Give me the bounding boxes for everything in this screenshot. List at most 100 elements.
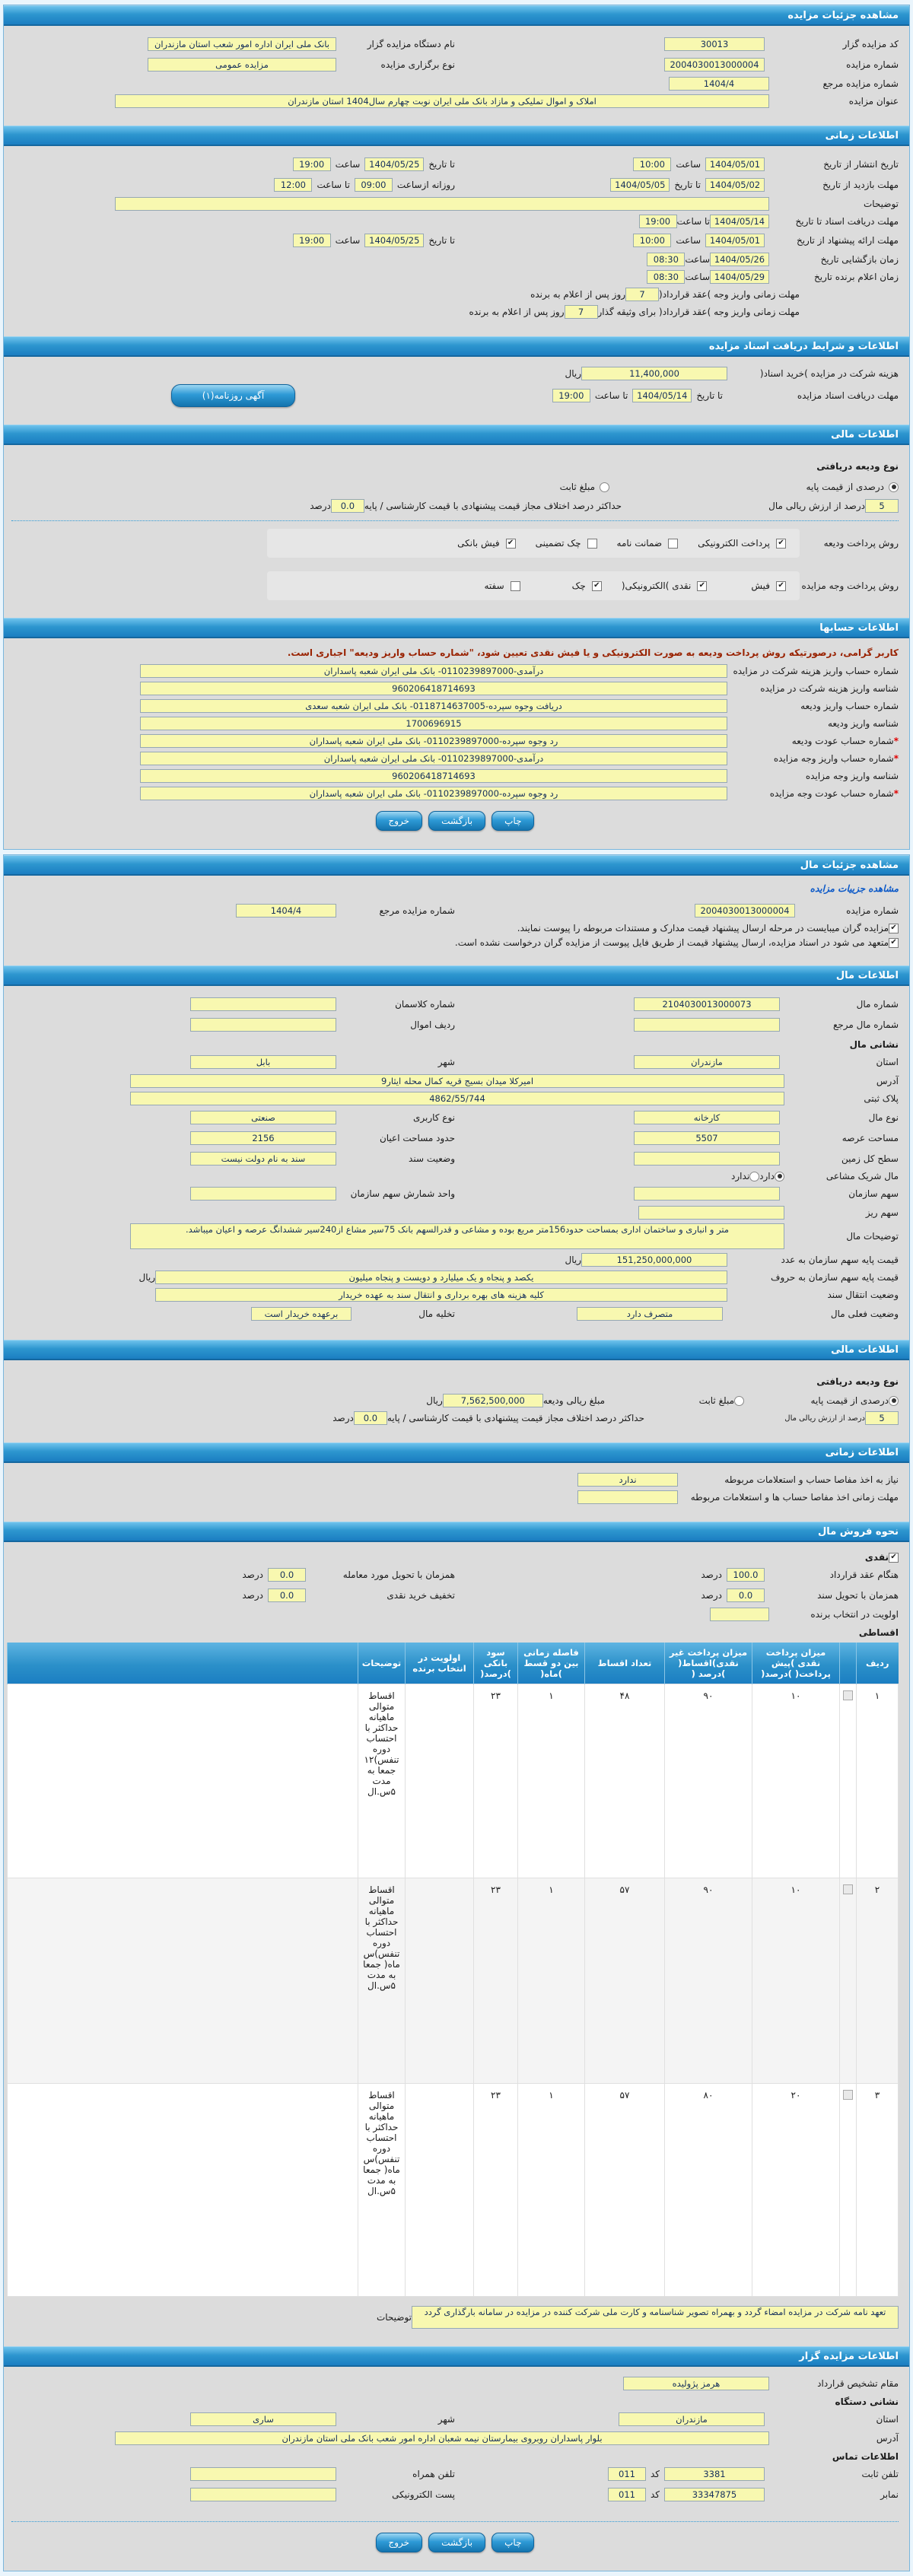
- participation-fee-field[interactable]: 11,400,000: [581, 367, 727, 380]
- fax-field[interactable]: 33347875: [664, 2488, 765, 2501]
- deposit-return-account-field[interactable]: رد وجوه سپرده-0110239897000- بانک ملی ای…: [140, 734, 727, 748]
- docs-receive-time-field[interactable]: 19:00: [552, 389, 590, 402]
- payment-method-promissory-checkbox[interactable]: [510, 580, 520, 591]
- winner-time-field[interactable]: 08:30: [647, 270, 686, 284]
- at-delivery-field[interactable]: 0.0: [268, 1568, 306, 1582]
- total-land-field[interactable]: [634, 1152, 780, 1166]
- deposit-percent-field[interactable]: 5: [865, 499, 899, 513]
- address-field[interactable]: امیرکلا میدان بسیج قریه کمال محله ایثار9: [130, 1074, 784, 1088]
- offer-to-time-field[interactable]: 19:00: [292, 234, 331, 247]
- deposit-method-check-checkbox[interactable]: [587, 538, 597, 549]
- building-area-field[interactable]: 2156: [190, 1131, 336, 1145]
- sale-notes-field[interactable]: تعهد نامه شرکت در مزایده امضاء گردد و به…: [412, 2306, 899, 2329]
- asset-description-field[interactable]: متر و انباری و ساختمان اداری بمساحت حدود…: [130, 1223, 784, 1249]
- org-share-field[interactable]: [634, 1187, 780, 1201]
- opening-date-field[interactable]: 1404/05/26: [710, 253, 769, 266]
- visit-from-date-field[interactable]: 1404/05/02: [705, 178, 765, 192]
- publish-to-time-field[interactable]: 19:00: [292, 157, 331, 171]
- payment-id-field[interactable]: 960206418714693: [140, 769, 727, 783]
- winner-priority-field[interactable]: [710, 1608, 769, 1621]
- asset-type-field[interactable]: کارخانه: [634, 1111, 780, 1124]
- registration-plate-field[interactable]: 4862/55/744: [130, 1092, 784, 1105]
- share-detail-field[interactable]: [638, 1206, 784, 1220]
- back-button[interactable]: بازگشت: [428, 2533, 486, 2552]
- deposit-percent-radio[interactable]: [889, 1395, 899, 1406]
- deposit-method-guarantee-checkbox[interactable]: [668, 538, 679, 549]
- auction-number-field[interactable]: 2004030013000004: [664, 58, 765, 72]
- no-file-required-checkbox[interactable]: [889, 937, 899, 948]
- auction-type-field[interactable]: مزایده عمومی: [148, 58, 336, 72]
- payment-method-check-checkbox[interactable]: [591, 580, 602, 591]
- at-deed-field[interactable]: 0.0: [727, 1589, 765, 1602]
- deposit-id-field[interactable]: 1700696915: [140, 717, 727, 730]
- usage-type-field[interactable]: صنعتی: [190, 1111, 336, 1124]
- deposit-method-epay-checkbox[interactable]: [776, 538, 786, 549]
- max-diff-field[interactable]: 0.0: [353, 1411, 387, 1425]
- docs-deadline-time-field[interactable]: 19:00: [638, 215, 677, 228]
- fee-deposit-account-field[interactable]: درآمدی-0110239897000- بانک ملی ایران شعب…: [140, 664, 727, 678]
- offer-from-time-field[interactable]: 10:00: [633, 234, 672, 247]
- offer-from-date-field[interactable]: 1404/05/01: [705, 234, 765, 247]
- print-button[interactable]: چاپ: [491, 2533, 535, 2552]
- deposit-fixed-radio[interactable]: [734, 1395, 744, 1406]
- at-contract-field[interactable]: 100.0: [727, 1568, 765, 1582]
- current-status-field[interactable]: متصرف دارد: [577, 1307, 723, 1321]
- deposit-method-bankslip-checkbox[interactable]: [505, 538, 516, 549]
- docs-deadline-date-field[interactable]: 1404/05/14: [710, 215, 769, 228]
- view-auction-details-link[interactable]: مشاهده جزییات مزایده: [810, 883, 899, 894]
- time-notes-field[interactable]: [115, 197, 769, 211]
- row-select-checkbox[interactable]: [843, 1884, 853, 1894]
- base-price-words-field[interactable]: یکصد و پنجاه و یک میلیارد و دویست و پنجا…: [155, 1271, 727, 1284]
- winner-date-field[interactable]: 1404/05/29: [710, 270, 769, 284]
- joint-owner-no-radio[interactable]: [749, 1171, 760, 1181]
- city-field[interactable]: ساری: [190, 2412, 336, 2426]
- asset-number-field[interactable]: 2104030013000073: [634, 997, 780, 1011]
- auction-ref-field[interactable]: 1404/4: [236, 904, 336, 918]
- contract-authority-field[interactable]: هرمز پژولیده: [623, 2377, 769, 2390]
- deposit-percent-radio[interactable]: [889, 482, 899, 492]
- attach-docs-checkbox[interactable]: [889, 923, 899, 933]
- row-select-checkbox[interactable]: [843, 2090, 853, 2100]
- payment-return-account-field[interactable]: رد وجوه سپرده-0110239897000- بانک ملی ای…: [140, 787, 727, 800]
- asset-ref-field[interactable]: [634, 1018, 780, 1032]
- payment-deadline1-field[interactable]: 7: [625, 288, 660, 301]
- joint-owner-yes-radio[interactable]: [775, 1171, 784, 1181]
- payment-deadline2-field[interactable]: 7: [564, 305, 598, 319]
- deposit-percent-field[interactable]: 5: [865, 1411, 899, 1425]
- auction-ref-field[interactable]: 1404/4: [669, 77, 769, 91]
- row-select-checkbox[interactable]: [843, 1690, 853, 1700]
- auctioneer-code-field[interactable]: 30013: [664, 37, 765, 51]
- offer-to-date-field[interactable]: 1404/05/25: [364, 234, 425, 247]
- cash-sale-checkbox[interactable]: [889, 1552, 899, 1563]
- payment-method-slip-checkbox[interactable]: [776, 580, 786, 591]
- classification-field[interactable]: [190, 997, 336, 1011]
- deed-status-field[interactable]: سند به نام دولت نیست: [190, 1152, 336, 1166]
- city-field[interactable]: بابل: [190, 1055, 336, 1069]
- exit-button[interactable]: خروج: [375, 2533, 423, 2552]
- publish-from-date-field[interactable]: 1404/05/01: [705, 157, 765, 171]
- base-price-number-field[interactable]: 151,250,000,000: [581, 1253, 727, 1267]
- clearance-needed-field[interactable]: ندارد: [577, 1473, 678, 1487]
- max-diff-field[interactable]: 0.0: [330, 499, 364, 513]
- land-area-field[interactable]: 5507: [634, 1131, 780, 1145]
- visit-from-time-field[interactable]: 09:00: [354, 178, 393, 192]
- payment-account-field[interactable]: درآمدی-0110239897000- بانک ملی ایران شعب…: [140, 752, 727, 765]
- share-unit-field[interactable]: [190, 1187, 336, 1201]
- docs-receive-date-field[interactable]: 1404/05/14: [632, 389, 692, 402]
- exit-button[interactable]: خروج: [375, 811, 423, 831]
- visit-to-date-field[interactable]: 1404/05/05: [610, 178, 670, 192]
- cash-discount-field[interactable]: 0.0: [268, 1589, 306, 1602]
- back-button[interactable]: بازگشت: [428, 811, 486, 831]
- phone-code-field[interactable]: 011: [607, 2467, 646, 2481]
- deposit-amount-field[interactable]: 7,562,500,000: [442, 1394, 543, 1407]
- clearance-deadline-field[interactable]: [577, 1490, 678, 1504]
- publish-to-date-field[interactable]: 1404/05/25: [364, 157, 425, 171]
- province-field[interactable]: مازندران: [634, 1055, 780, 1069]
- asset-row-field[interactable]: [190, 1018, 336, 1032]
- auction-subject-field[interactable]: املاک و اموال تملیکی و مازاد بانک ملی ای…: [115, 94, 769, 108]
- deed-transfer-field[interactable]: کلیه هزینه های بهره برداری و انتقال سند …: [155, 1288, 727, 1302]
- province-field[interactable]: مازندران: [619, 2412, 765, 2426]
- phone-field[interactable]: 3381: [664, 2467, 765, 2481]
- auctioneer-org-field[interactable]: بانک ملی ایران اداره امور شعب استان مازن…: [148, 37, 336, 51]
- deposit-fixed-radio[interactable]: [600, 482, 609, 492]
